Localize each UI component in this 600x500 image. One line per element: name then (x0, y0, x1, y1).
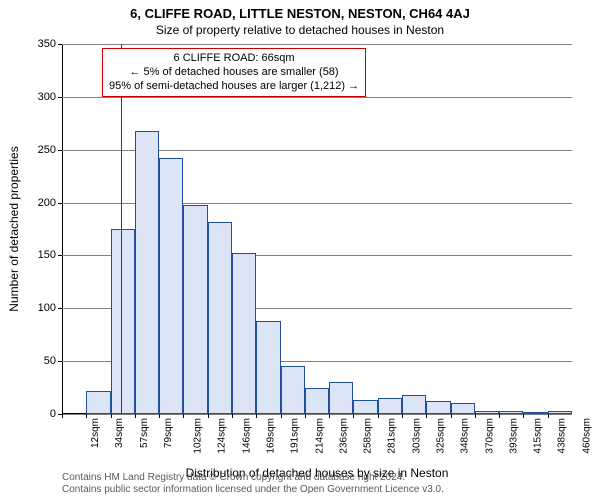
x-tick-mark (475, 414, 476, 418)
x-tick-mark (111, 414, 112, 418)
x-tick-label: 12sqm (90, 418, 101, 448)
histogram-bar (305, 388, 329, 414)
x-tick-label: 214sqm (314, 418, 325, 454)
x-tick-label: 460sqm (581, 418, 592, 454)
histogram-bar (378, 398, 402, 414)
x-tick-mark (62, 414, 63, 418)
x-tick-label: 124sqm (217, 418, 228, 454)
histogram-bar (523, 412, 547, 414)
x-tick-label: 348sqm (460, 418, 471, 454)
histogram-bar (281, 366, 305, 414)
x-tick-mark (378, 414, 379, 418)
histogram-bar (329, 382, 353, 414)
x-tick-label: 281sqm (387, 418, 398, 454)
y-tick-mark (58, 361, 62, 362)
y-tick-label: 350 (38, 38, 56, 50)
x-tick-label: 191sqm (290, 418, 301, 454)
annotation-line-3: 95% of semi-detached houses are larger (… (109, 80, 359, 94)
annotation-callout: 6 CLIFFE ROAD: 66sqm ← 5% of detached ho… (102, 48, 366, 97)
x-tick-label: 236sqm (338, 418, 349, 454)
x-tick-label: 34sqm (114, 418, 125, 448)
footer-line-2: Contains public sector information licen… (62, 484, 572, 496)
y-tick-label: 100 (38, 302, 56, 314)
chart-container: Number of detached properties 0501001502… (62, 44, 572, 414)
x-tick-label: 325sqm (436, 418, 447, 454)
y-tick-label: 150 (38, 249, 56, 261)
y-axis-line (62, 44, 63, 414)
x-tick-mark (256, 414, 257, 418)
x-tick-mark (232, 414, 233, 418)
y-axis-label: Number of detached properties (7, 146, 21, 311)
x-tick-mark (159, 414, 160, 418)
x-tick-mark (281, 414, 282, 418)
x-tick-mark (426, 414, 427, 418)
x-tick-label: 415sqm (533, 418, 544, 454)
y-tick-label: 0 (50, 408, 56, 420)
y-tick-label: 50 (44, 355, 56, 367)
histogram-bar (256, 321, 280, 414)
page-subtitle: Size of property relative to detached ho… (0, 21, 600, 37)
x-tick-label: 370sqm (484, 418, 495, 454)
page-title: 6, CLIFFE ROAD, LITTLE NESTON, NESTON, C… (0, 0, 600, 21)
grid-line (62, 414, 572, 415)
x-tick-label: 303sqm (411, 418, 422, 454)
x-tick-mark (548, 414, 549, 418)
histogram-bar (86, 391, 110, 414)
y-tick-label: 250 (38, 144, 56, 156)
x-tick-mark (402, 414, 403, 418)
histogram-bar (353, 400, 377, 414)
footer-line-1: Contains HM Land Registry data © Crown c… (62, 472, 572, 484)
histogram-bar (208, 222, 232, 414)
histogram-bar (475, 411, 499, 414)
annotation-line-2: ← 5% of detached houses are smaller (58) (109, 66, 359, 80)
histogram-bar (499, 411, 523, 414)
y-tick-label: 200 (38, 197, 56, 209)
x-tick-mark (451, 414, 452, 418)
x-tick-mark (135, 414, 136, 418)
x-tick-label: 438sqm (557, 418, 568, 454)
x-tick-label: 393sqm (508, 418, 519, 454)
property-marker-line (121, 44, 122, 414)
x-tick-label: 102sqm (193, 418, 204, 454)
x-tick-label: 79sqm (163, 418, 174, 448)
histogram-bar (111, 229, 135, 414)
histogram-bar (183, 205, 207, 414)
plot-area: 05010015020025030035012sqm34sqm57sqm79sq… (62, 44, 572, 414)
y-tick-mark (58, 97, 62, 98)
y-tick-label: 300 (38, 91, 56, 103)
x-tick-mark (353, 414, 354, 418)
x-tick-label: 258sqm (363, 418, 374, 454)
histogram-bar (402, 395, 426, 414)
histogram-bar (232, 253, 256, 414)
x-tick-label: 169sqm (266, 418, 277, 454)
x-tick-mark (208, 414, 209, 418)
x-tick-mark (305, 414, 306, 418)
y-tick-mark (58, 203, 62, 204)
y-tick-mark (58, 44, 62, 45)
grid-line (62, 44, 572, 45)
histogram-bar (548, 411, 572, 414)
histogram-bar (135, 131, 159, 414)
histogram-bar (426, 401, 450, 414)
x-tick-label: 146sqm (241, 418, 252, 454)
histogram-bar (451, 403, 475, 414)
x-tick-label: 57sqm (139, 418, 150, 448)
x-tick-mark (86, 414, 87, 418)
y-tick-mark (58, 255, 62, 256)
x-tick-mark (499, 414, 500, 418)
y-tick-mark (58, 150, 62, 151)
x-tick-mark (329, 414, 330, 418)
footer-attribution: Contains HM Land Registry data © Crown c… (62, 472, 572, 496)
x-tick-mark (183, 414, 184, 418)
x-tick-mark (523, 414, 524, 418)
y-tick-mark (58, 308, 62, 309)
histogram-bar (159, 158, 183, 414)
annotation-line-1: 6 CLIFFE ROAD: 66sqm (109, 52, 359, 66)
